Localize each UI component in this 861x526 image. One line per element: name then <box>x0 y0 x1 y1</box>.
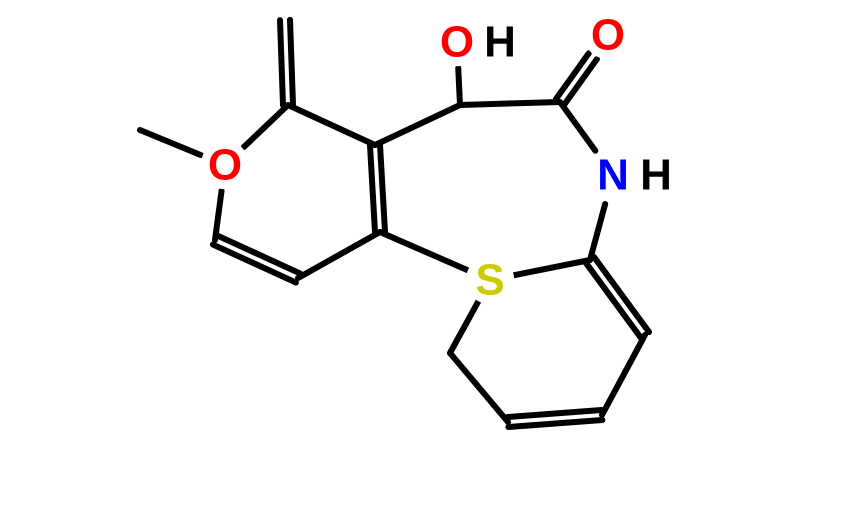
atom-o: O <box>591 11 625 60</box>
molecule-diagram: OOHONHS <box>0 0 861 526</box>
atom-s: S <box>475 256 504 305</box>
atom-o: O <box>440 18 474 67</box>
atom-h: H <box>484 18 516 67</box>
atom-h: H <box>640 151 672 200</box>
atom-o: O <box>208 141 242 190</box>
atom-n: N <box>597 151 629 200</box>
